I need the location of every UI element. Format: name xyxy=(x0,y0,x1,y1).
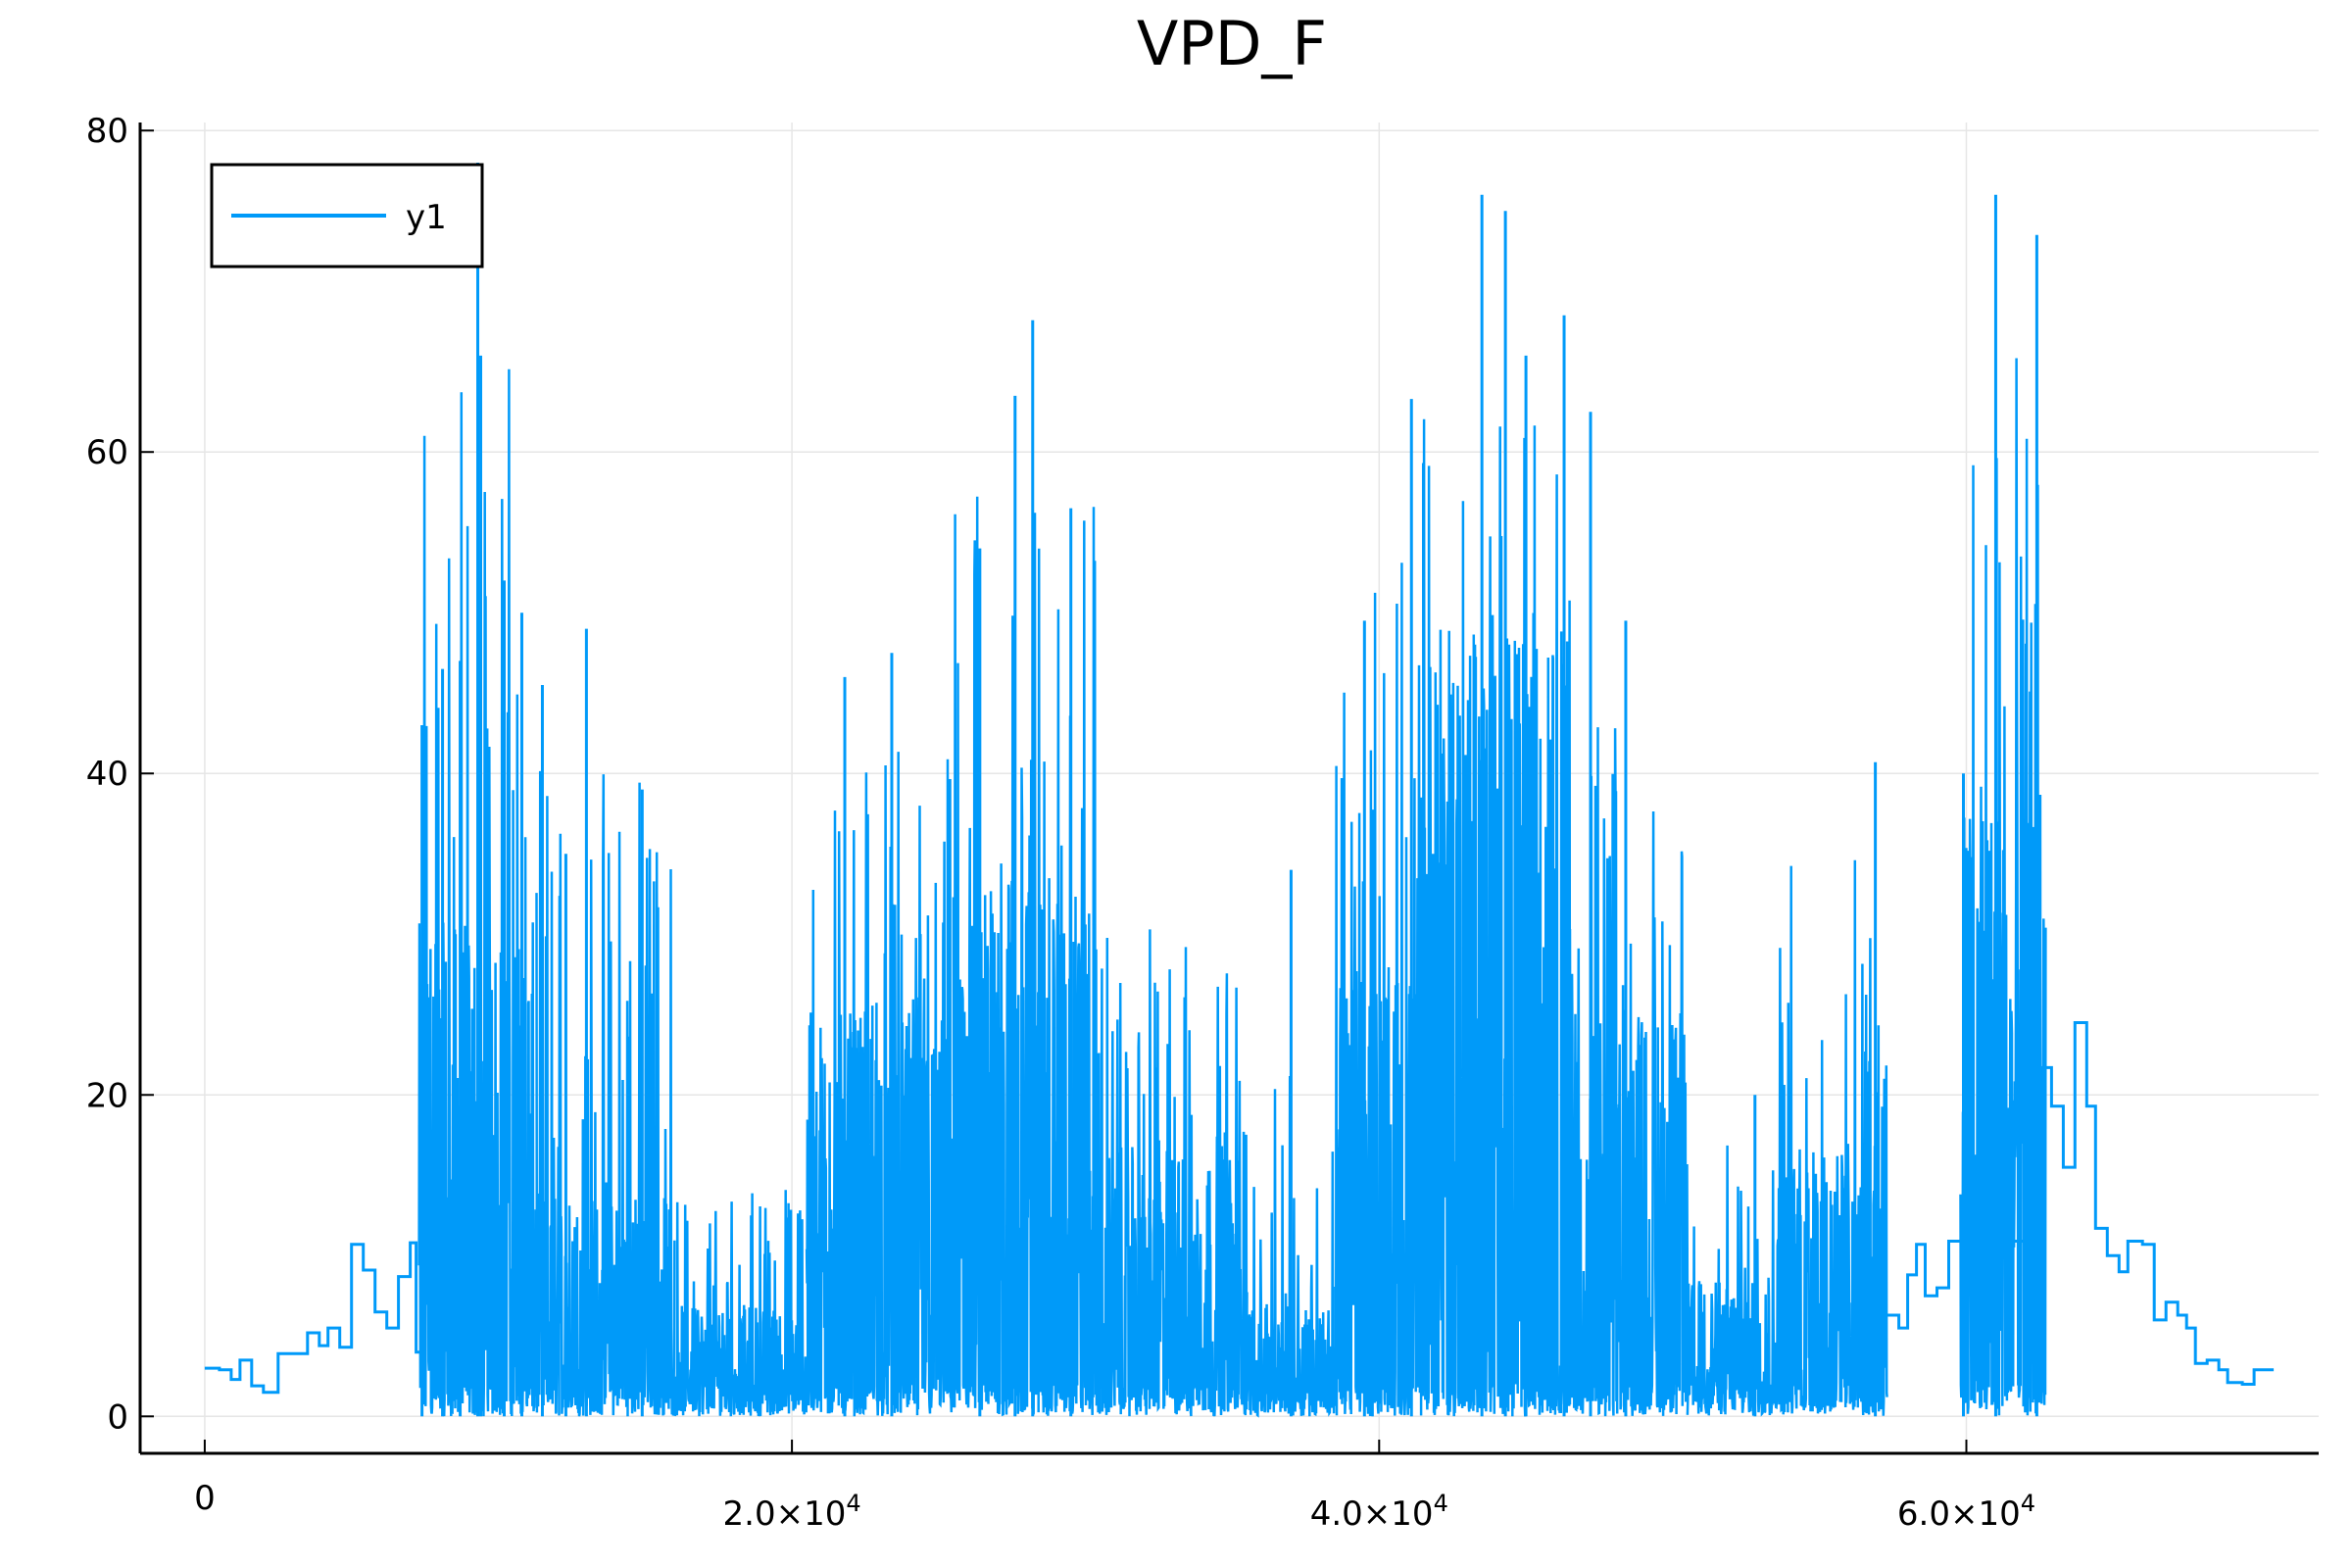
x-tick-label: 4.0×104 xyxy=(1310,1490,1448,1534)
series-dense-segment xyxy=(1686,1145,1777,1417)
series-dense-segment xyxy=(535,770,676,1417)
y-tick-label: 40 xyxy=(86,755,128,794)
series-dense-segment xyxy=(805,752,956,1417)
chart-title: VPD_F xyxy=(1137,8,1327,79)
series-dense-segment xyxy=(1959,358,2047,1416)
y-tick-label: 80 xyxy=(86,112,128,151)
x-tick-label: 6.0×104 xyxy=(1897,1490,2035,1534)
series-dense-segment xyxy=(952,496,1102,1417)
y-tick-label: 20 xyxy=(86,1076,128,1115)
legend-label-y1: y1 xyxy=(406,198,447,237)
grid xyxy=(140,122,2319,1453)
series-dense-segment xyxy=(673,1190,808,1417)
y-tick-label: 0 xyxy=(107,1397,128,1437)
series-dense-segment xyxy=(1421,418,1572,1417)
series-line-end xyxy=(1886,1021,2275,1386)
x-tick-label: 2.0×104 xyxy=(723,1490,861,1534)
axes: 0 20 40 60 80 0 2.0×104 4.0×104 6.0×104 xyxy=(86,112,2319,1534)
series-dense-segment xyxy=(1099,929,1249,1417)
y-tick-label: 60 xyxy=(86,433,128,472)
series-line-start xyxy=(204,1241,424,1395)
series-y1 xyxy=(204,163,2275,1418)
series-dense-segment xyxy=(1334,563,1425,1417)
x-tick-label: 0 xyxy=(194,1479,216,1518)
legend: y1 xyxy=(210,163,484,269)
series-dense-segment xyxy=(1774,859,1888,1416)
